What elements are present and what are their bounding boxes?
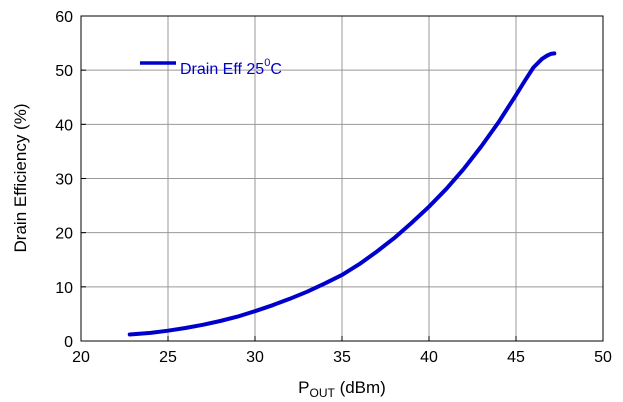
y-tick-label: 10 (55, 280, 73, 297)
x-tick-label: 45 (507, 349, 525, 366)
y-tick-label: 40 (55, 117, 73, 134)
x-tick-label: 35 (333, 349, 351, 366)
y-tick-label: 50 (55, 63, 73, 80)
y-axis-label: Drain Efficiency (%) (11, 104, 30, 253)
y-tick-label: 20 (55, 226, 73, 243)
y-tick-label: 0 (64, 334, 73, 351)
x-axis-label: POUT (dBm) (298, 378, 386, 400)
legend: Drain Eff 250C (140, 57, 282, 78)
y-tick-label: 30 (55, 172, 73, 189)
x-tick-label: 30 (246, 349, 264, 366)
legend-label: Drain Eff 250C (180, 57, 282, 78)
x-tick-label: 50 (594, 349, 612, 366)
x-tick-label: 20 (72, 349, 90, 366)
x-tick-label: 40 (420, 349, 438, 366)
y-tick-label: 60 (55, 9, 73, 26)
x-tick-label: 25 (159, 349, 177, 366)
